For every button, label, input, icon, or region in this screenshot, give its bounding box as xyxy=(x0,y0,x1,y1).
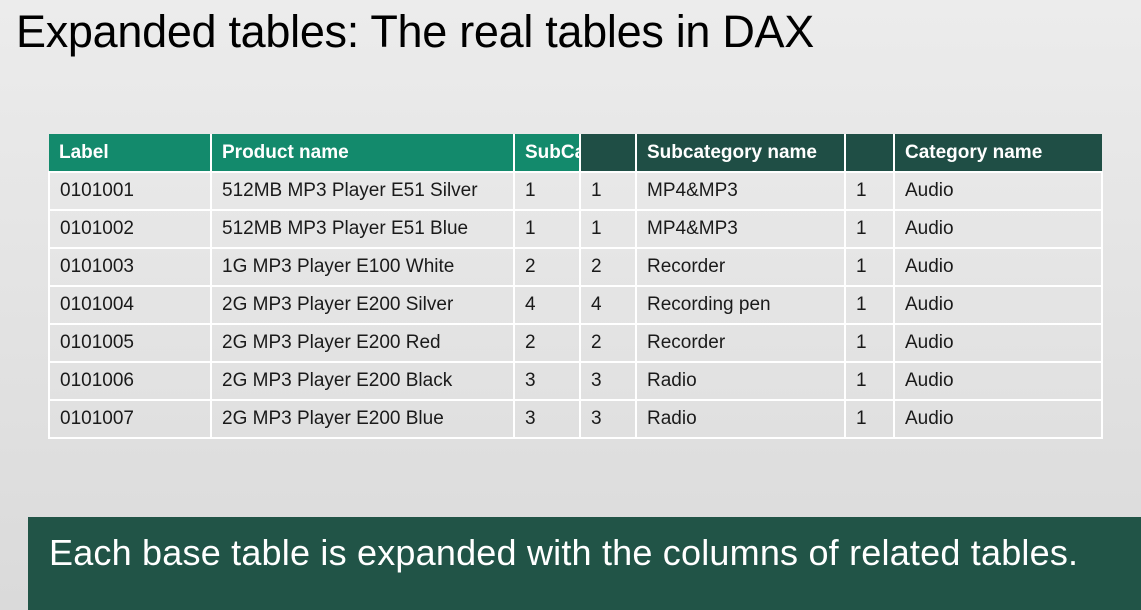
table-cell: 0101006 xyxy=(48,361,212,401)
column-header: Product name xyxy=(211,134,515,172)
table-cell: 1 xyxy=(844,247,895,287)
table-header-row: Label Product name SubCa Subcategory nam… xyxy=(49,134,1102,172)
table-cell: 3 xyxy=(513,361,581,401)
table-cell: 2G MP3 Player E200 Silver xyxy=(210,285,515,325)
table-cell: Audio xyxy=(893,209,1103,249)
table-cell: 512MB MP3 Player E51 Blue xyxy=(210,209,515,249)
table-row: 0101003 1G MP3 Player E100 White 2 2 Rec… xyxy=(48,247,1103,287)
table-cell: 2G MP3 Player E200 Blue xyxy=(210,399,515,439)
table-cell: MP4&MP3 xyxy=(635,209,846,249)
table-cell: 2G MP3 Player E200 Red xyxy=(210,323,515,363)
table-cell: 1 xyxy=(579,209,637,249)
table-cell: 1G MP3 Player E100 White xyxy=(210,247,515,287)
table-cell: 1 xyxy=(513,209,581,249)
table-row: 0101004 2G MP3 Player E200 Silver 4 4 Re… xyxy=(48,285,1103,325)
table-cell: Radio xyxy=(635,361,846,401)
column-header xyxy=(845,134,895,172)
table-cell: Audio xyxy=(893,285,1103,325)
table-cell: 3 xyxy=(579,361,637,401)
column-header: SubCa xyxy=(514,134,581,172)
table-cell: Audio xyxy=(893,171,1103,211)
table-cell: 3 xyxy=(513,399,581,439)
table-cell: 1 xyxy=(844,171,895,211)
table-row: 0101005 2G MP3 Player E200 Red 2 2 Recor… xyxy=(48,323,1103,363)
table-cell: 1 xyxy=(844,323,895,363)
slide-title: Expanded tables: The real tables in DAX xyxy=(16,6,814,57)
table-cell: 2 xyxy=(513,247,581,287)
table-cell: Radio xyxy=(635,399,846,439)
table-cell: 1 xyxy=(844,399,895,439)
table-cell: 4 xyxy=(513,285,581,325)
table-cell: 2 xyxy=(579,323,637,363)
table-cell: Recorder xyxy=(635,323,846,363)
table-cell: MP4&MP3 xyxy=(635,171,846,211)
table-cell: 2G MP3 Player E200 Black xyxy=(210,361,515,401)
table-cell: Recorder xyxy=(635,247,846,287)
table-cell: 0101007 xyxy=(48,399,212,439)
table-cell: 2 xyxy=(513,323,581,363)
table-cell: 0101002 xyxy=(48,209,212,249)
column-header xyxy=(580,134,637,172)
table-cell: 1 xyxy=(579,171,637,211)
table-cell: 0101001 xyxy=(48,171,212,211)
table-cell: 0101003 xyxy=(48,247,212,287)
table-cell: Audio xyxy=(893,247,1103,287)
table-cell: 1 xyxy=(844,285,895,325)
table-cell: 4 xyxy=(579,285,637,325)
table-cell: Audio xyxy=(893,361,1103,401)
column-header: Label xyxy=(49,134,212,172)
table-cell: 3 xyxy=(579,399,637,439)
table-cell: 1 xyxy=(513,171,581,211)
table-cell: 2 xyxy=(579,247,637,287)
table-cell: Audio xyxy=(893,399,1103,439)
table-row: 0101001 512MB MP3 Player E51 Silver 1 1 … xyxy=(48,171,1103,211)
table-cell: 0101004 xyxy=(48,285,212,325)
column-header: Category name xyxy=(894,134,1102,172)
table-cell: Audio xyxy=(893,323,1103,363)
table-row: 0101006 2G MP3 Player E200 Black 3 3 Rad… xyxy=(48,361,1103,401)
expanded-table: Label Product name SubCa Subcategory nam… xyxy=(48,134,1103,439)
table-cell: 1 xyxy=(844,209,895,249)
footer-banner: Each base table is expanded with the col… xyxy=(28,517,1141,610)
table-cell: 512MB MP3 Player E51 Silver xyxy=(210,171,515,211)
table-cell: 0101005 xyxy=(48,323,212,363)
table-row: 0101007 2G MP3 Player E200 Blue 3 3 Radi… xyxy=(48,399,1103,439)
column-header: Subcategory name xyxy=(636,134,846,172)
footer-text: Each base table is expanded with the col… xyxy=(49,532,1079,573)
table-cell: 1 xyxy=(844,361,895,401)
table-row: 0101002 512MB MP3 Player E51 Blue 1 1 MP… xyxy=(48,209,1103,249)
table-cell: Recording pen xyxy=(635,285,846,325)
